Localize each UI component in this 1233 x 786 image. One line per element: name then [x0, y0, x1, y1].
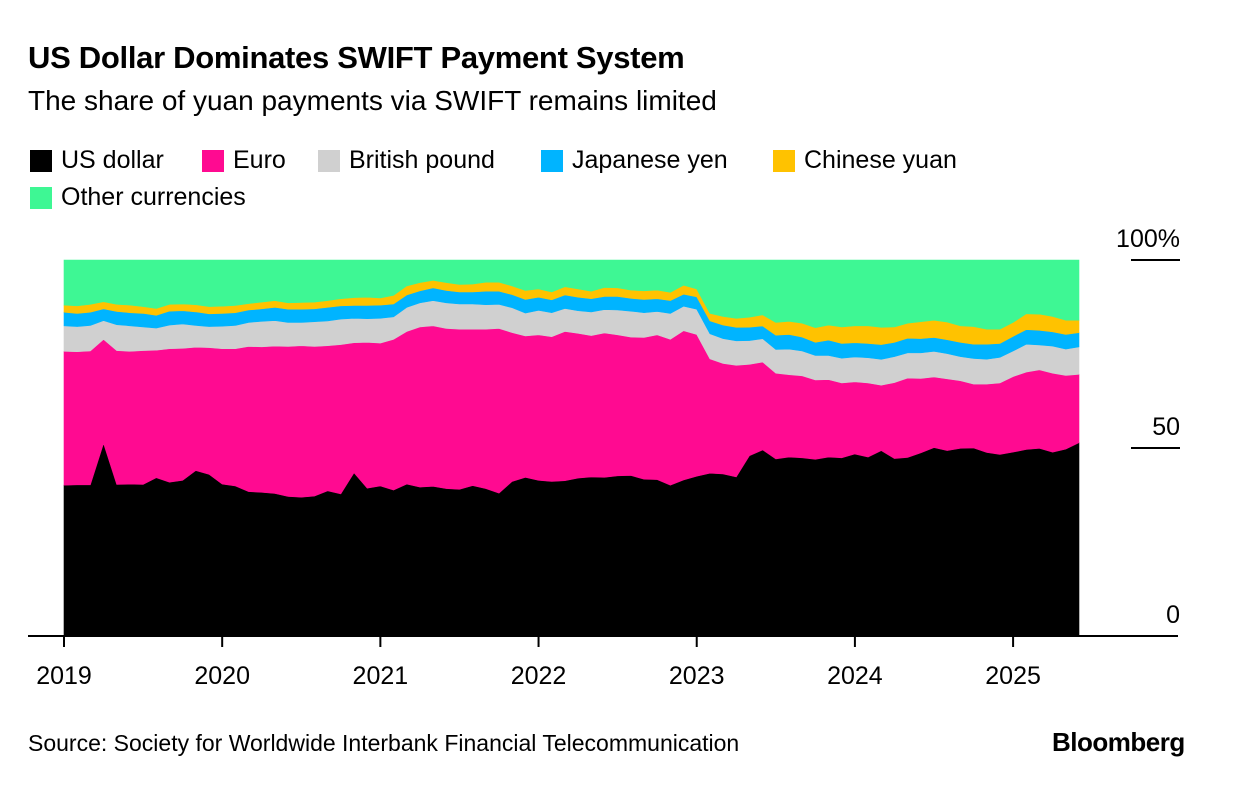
x-tick-label: 2025 — [985, 662, 1041, 690]
chart-subtitle: The share of yuan payments via SWIFT rem… — [28, 85, 717, 116]
legend-swatch-british-pound — [318, 149, 340, 172]
y-tick-label: 50 — [1152, 413, 1180, 441]
x-tick-label: 2022 — [511, 662, 567, 690]
legend-item-british-pound: British pound — [318, 146, 495, 175]
legend-item-euro: Euro — [202, 146, 286, 175]
legend-swatch-euro — [202, 149, 224, 172]
legend-swatch-chinese-yuan — [773, 149, 795, 172]
legend-label-japanese-yen: Japanese yen — [572, 146, 728, 174]
source-note: Source: Society for Worldwide Interbank … — [28, 730, 740, 756]
x-tick-label: 2023 — [669, 662, 725, 690]
y-tick-label: 100% — [1116, 225, 1180, 253]
bloomberg-logo: Bloomberg — [1052, 727, 1185, 757]
legend-label-us-dollar: US dollar — [61, 146, 164, 174]
legend-item-other-currencies: Other currencies — [30, 183, 246, 212]
area-other-currencies — [63, 259, 1080, 330]
legend-label-other-currencies: Other currencies — [61, 183, 246, 211]
legend-swatch-us-dollar — [30, 149, 52, 172]
x-tick-label: 2019 — [36, 662, 92, 690]
x-tick-label: 2024 — [827, 662, 883, 690]
legend-label-british-pound: British pound — [349, 146, 495, 174]
legend-label-euro: Euro — [233, 146, 286, 174]
legend-swatch-other-currencies — [30, 186, 52, 209]
legend-item-chinese-yuan: Chinese yuan — [773, 146, 957, 175]
legend-item-japanese-yen: Japanese yen — [541, 146, 728, 175]
y-tick-label: 0 — [1166, 601, 1180, 629]
legend-swatch-japanese-yen — [541, 149, 563, 172]
legend-label-chinese-yuan: Chinese yuan — [804, 146, 957, 174]
legend-item-us-dollar: US dollar — [30, 146, 164, 175]
chart-title: US Dollar Dominates SWIFT Payment System — [28, 40, 685, 75]
x-tick-label: 2021 — [353, 662, 409, 690]
x-tick-label: 2020 — [194, 662, 250, 690]
